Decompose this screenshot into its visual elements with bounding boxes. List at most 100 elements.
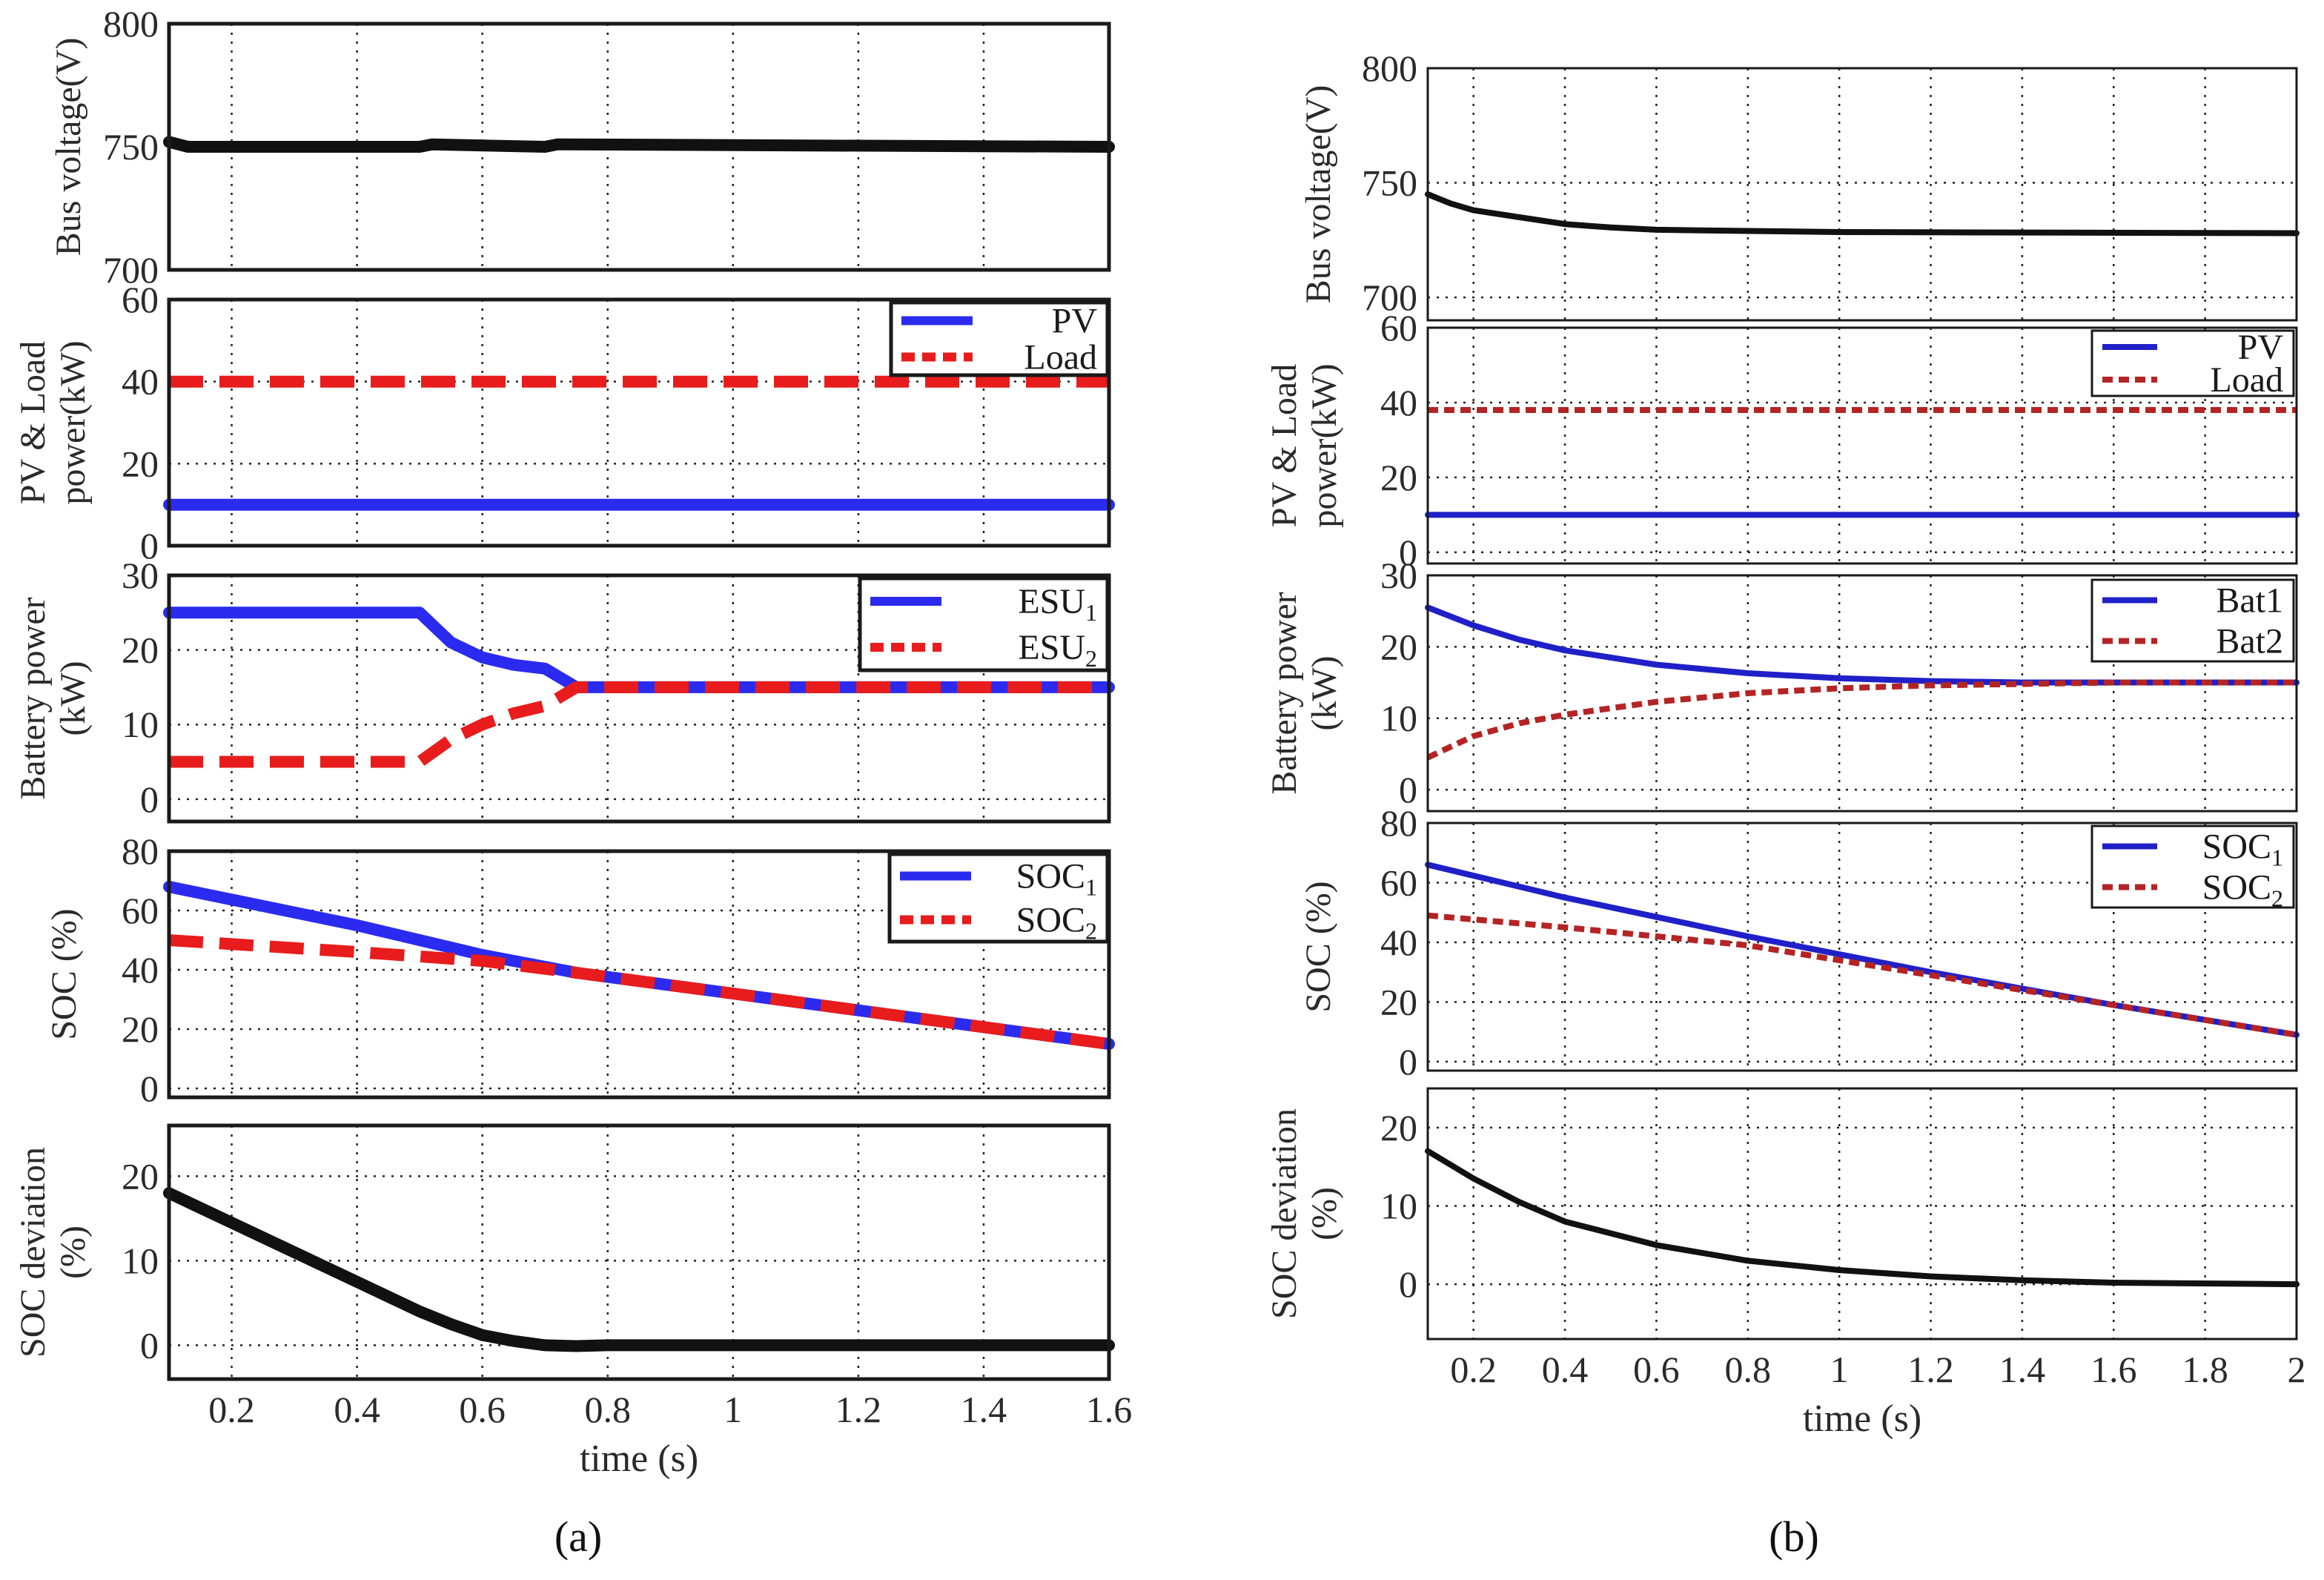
y-axis-label-line: Bus voltage(V) xyxy=(49,38,88,257)
legend-label-soc2: SOC2 xyxy=(1016,901,1097,945)
y-tick-label: 700 xyxy=(103,249,159,291)
plot-frame xyxy=(167,297,1111,548)
plot-frame xyxy=(167,1123,1111,1381)
legend-box xyxy=(2090,329,2295,397)
x-tick-label: 0.4 xyxy=(334,1389,380,1430)
legend-subscript: 1 xyxy=(1085,874,1097,901)
series-line-bat2 xyxy=(1426,679,2297,761)
y-axis-label-line: SOC deviation xyxy=(1265,1108,1304,1319)
series-line-bat1 xyxy=(1425,604,2300,686)
x-tick-label: 1 xyxy=(1830,1349,1849,1390)
chart-10: 0 10 20 0.2 0.4 0.6 0.8 1 1.2 1.4 1.6 1.8 2 time (s) S… xyxy=(1265,1087,2306,1440)
legend-label-esu2: ESU2 xyxy=(1018,628,1097,672)
y-axis-label: PV & Loadpower(kW) xyxy=(1265,363,1344,527)
plot-frame xyxy=(1426,574,2298,813)
y-axis-label: SOC (%) xyxy=(44,908,84,1039)
legend-subscript: 2 xyxy=(2271,885,2283,912)
y-tick-label: 10 xyxy=(122,704,159,745)
y-tick-label: 40 xyxy=(1380,382,1417,423)
y-axis-label-line: power(kW) xyxy=(1305,363,1344,527)
legend-label-load: Load xyxy=(1024,338,1097,377)
y-axis-label-line: (kW) xyxy=(1305,655,1344,730)
x-tick-label: 2 xyxy=(2288,1349,2306,1390)
y-tick-label: 0 xyxy=(140,1068,159,1109)
x-tick-label: 0.6 xyxy=(1633,1349,1680,1390)
y-tick-label: 750 xyxy=(1362,162,1417,204)
x-tick-label: 1.4 xyxy=(961,1389,1007,1430)
y-tick-label: 20 xyxy=(122,629,159,671)
y-tick-label: 10 xyxy=(1380,698,1417,739)
series-line-bus-voltage xyxy=(163,136,1115,153)
y-axis-label-line: SOC deviation xyxy=(13,1147,53,1358)
panel-label-b: (b) xyxy=(1769,1513,1819,1561)
y-tick-label: 80 xyxy=(122,830,159,872)
legend-label-soc1: SOC1 xyxy=(2202,827,2283,871)
x-tick-label: 0.2 xyxy=(1450,1349,1497,1390)
x-tick-label: 1.8 xyxy=(2182,1349,2228,1390)
legend-subscript: 1 xyxy=(2271,844,2283,871)
legend-box xyxy=(858,576,1110,672)
legend-label-pv: PV xyxy=(2238,328,2284,367)
x-axis-label: time (s) xyxy=(580,1438,698,1480)
chart-1: 700 750 800 Bus voltage(V) xyxy=(49,3,1115,291)
legend-box xyxy=(2090,578,2295,663)
series-line-esu2 xyxy=(169,681,1109,768)
x-tick-label: 0.6 xyxy=(459,1389,506,1430)
x-tick-label: 1.6 xyxy=(2090,1349,2137,1390)
y-tick-label: 80 xyxy=(1380,802,1417,844)
y-tick-label: 60 xyxy=(122,890,159,931)
y-tick-label: 800 xyxy=(1362,47,1417,89)
y-axis-label-line: Bus voltage(V) xyxy=(1299,85,1338,304)
y-tick-label: 0 xyxy=(1399,1263,1417,1305)
y-tick-label: 20 xyxy=(1380,626,1417,667)
plot-frame xyxy=(167,573,1111,824)
y-axis-label-line: Battery power xyxy=(13,597,53,799)
y-tick-label: 20 xyxy=(1380,457,1417,498)
y-axis-label: Bus voltage(V) xyxy=(49,38,88,257)
panel-label-a: (a) xyxy=(554,1513,602,1561)
y-axis-label: SOC (%) xyxy=(1299,881,1338,1012)
y-tick-label: 0 xyxy=(1399,769,1417,810)
legend-label-bat1: Bat1 xyxy=(2216,581,2283,621)
y-axis-label: PV & Loadpower(kW) xyxy=(13,340,93,504)
y-tick-label: 40 xyxy=(1380,922,1417,963)
legend-subscript: 2 xyxy=(1085,645,1097,672)
plot-frame xyxy=(167,22,1111,272)
y-axis-label-line: SOC (%) xyxy=(44,908,84,1039)
y-tick-label: 20 xyxy=(122,443,159,484)
y-tick-label: 0 xyxy=(140,1324,159,1366)
y-axis-label-line: SOC (%) xyxy=(1299,881,1338,1012)
x-tick-label: 1.6 xyxy=(1086,1389,1133,1430)
x-tick-label: 1.2 xyxy=(835,1389,882,1430)
legend-label-load: Load xyxy=(2210,360,2283,400)
y-tick-label: 60 xyxy=(1380,307,1417,348)
chart-5: 0 10 20 0.2 0.4 0.6 0.8 1 1.2 1.4 1.6 time (s) SOC d… xyxy=(13,1123,1133,1480)
series-line-soc2 xyxy=(1427,912,2297,1038)
y-axis-label: Bus voltage(V) xyxy=(1299,85,1338,304)
y-axis-label-line: Battery power xyxy=(1265,592,1304,794)
y-axis-label-line: (kW) xyxy=(53,661,93,736)
series-line-soc2 xyxy=(168,934,1110,1050)
chart-6: 700 750 800 Bus voltage(V) xyxy=(1299,47,2300,322)
y-tick-label: 20 xyxy=(1380,1107,1417,1148)
y-tick-label: 30 xyxy=(1380,555,1417,596)
x-tick-label: 1.2 xyxy=(1907,1349,1954,1390)
legend-label-soc2: SOC2 xyxy=(2202,868,2283,912)
y-tick-label: 60 xyxy=(1380,862,1417,903)
y-axis-label-line: (%) xyxy=(53,1226,93,1279)
y-tick-label: 0 xyxy=(140,525,159,566)
legend-box xyxy=(889,300,1110,377)
legend-label-esu1: ESU1 xyxy=(1018,582,1097,626)
x-tick-label: 1.4 xyxy=(1999,1349,2046,1390)
y-tick-label: 20 xyxy=(1380,981,1417,1022)
y-axis-label-line: PV & Load xyxy=(1265,364,1304,527)
y-axis-label-line: power(kW) xyxy=(53,340,93,504)
